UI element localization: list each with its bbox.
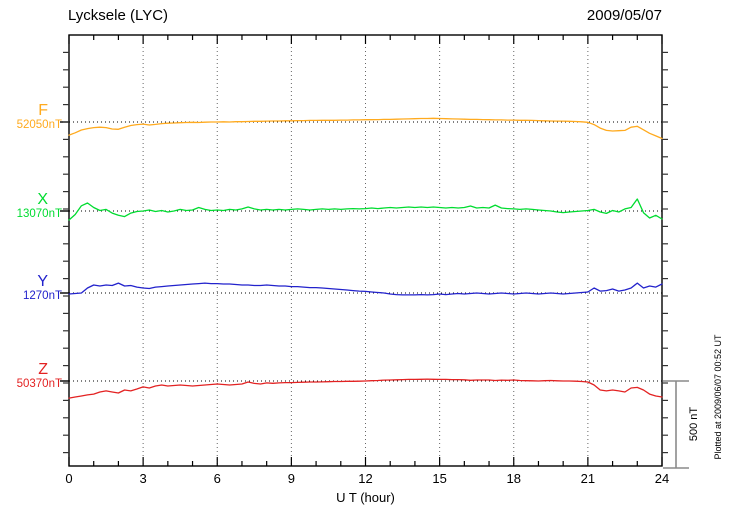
x-tick-label-9: 9 (287, 471, 295, 486)
channel-label-F: F 52050nT (0, 103, 62, 132)
trace-Z (68, 378, 663, 399)
channel-baseline-value: 50370nT (16, 378, 62, 390)
channel-letter: Z (38, 361, 48, 378)
channel-letter: F (38, 102, 48, 119)
channel-letter: X (37, 191, 48, 208)
x-tick-label-18: 18 (506, 471, 521, 486)
x-axis-title: U T (hour) (336, 490, 395, 505)
x-tick-label-3: 3 (139, 471, 147, 486)
plot-date: 2009/05/07 (586, 7, 662, 24)
plotted-at-note: Plotted at 2009/06/07 00:52 UT (713, 334, 723, 460)
x-tick-label-12: 12 (358, 471, 373, 486)
x-tick-label-0: 0 (65, 471, 73, 486)
channel-label-Y: Y 1270nT (0, 274, 62, 303)
x-tick-label-6: 6 (213, 471, 221, 486)
trace-X (68, 198, 663, 221)
x-tick-label-24: 24 (654, 471, 670, 486)
channel-label-X: X 13070nT (0, 192, 62, 221)
trace-F (68, 117, 663, 140)
channel-letter: Y (37, 273, 48, 290)
channel-baseline-value: 52050nT (16, 119, 62, 131)
station-title: Lycksele (LYC) (68, 7, 169, 24)
x-tick-label-21: 21 (580, 471, 596, 486)
channel-baseline-value: 1270nT (22, 290, 62, 302)
channel-label-Z: Z 50370nT (0, 362, 62, 391)
channel-baseline-value: 13070nT (16, 208, 62, 220)
scale-bar-label: 500 nT (688, 406, 700, 442)
x-tick-label-15: 15 (432, 471, 447, 486)
trace-Y (68, 282, 663, 296)
